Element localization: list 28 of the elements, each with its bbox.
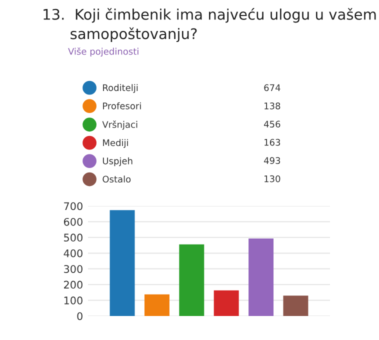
y-tick-label: 100 — [64, 296, 82, 304]
y-tick-label: 400 — [64, 249, 82, 258]
legend-label: Vršnjaci — [102, 120, 138, 130]
bar — [179, 244, 204, 316]
legend-label: Profesori — [103, 102, 141, 110]
bar — [283, 296, 308, 316]
bar — [214, 290, 239, 316]
text: 163 — [264, 138, 280, 146]
y-tick-label: 0 — [77, 312, 82, 320]
text: 674 — [264, 84, 280, 92]
text: 138 — [264, 102, 280, 110]
text: 493 — [264, 157, 280, 164]
legend-label: Roditelji — [103, 84, 138, 93]
bar — [110, 210, 135, 316]
y-tick-label: 600 — [64, 218, 82, 226]
y-tick-label: 500 — [64, 234, 82, 242]
chart-title: 13. Koji čimbenik ima najveću ulogu u vašem samopoštovanju? — [44, 8, 376, 42]
y-tick-label: 700 — [64, 202, 82, 210]
y-tick-label: 200 — [64, 280, 82, 289]
text: Više pojedinosti — [68, 47, 138, 57]
legend-label: Mediji — [103, 139, 128, 148]
y-tick-label: 300 — [64, 265, 82, 273]
legend-label: Uspjeh — [102, 157, 132, 166]
text: 130 — [264, 175, 280, 182]
legend-label: Ostalo — [102, 176, 131, 183]
bar — [144, 294, 170, 316]
bar — [248, 238, 274, 316]
text: 456 — [264, 120, 280, 128]
